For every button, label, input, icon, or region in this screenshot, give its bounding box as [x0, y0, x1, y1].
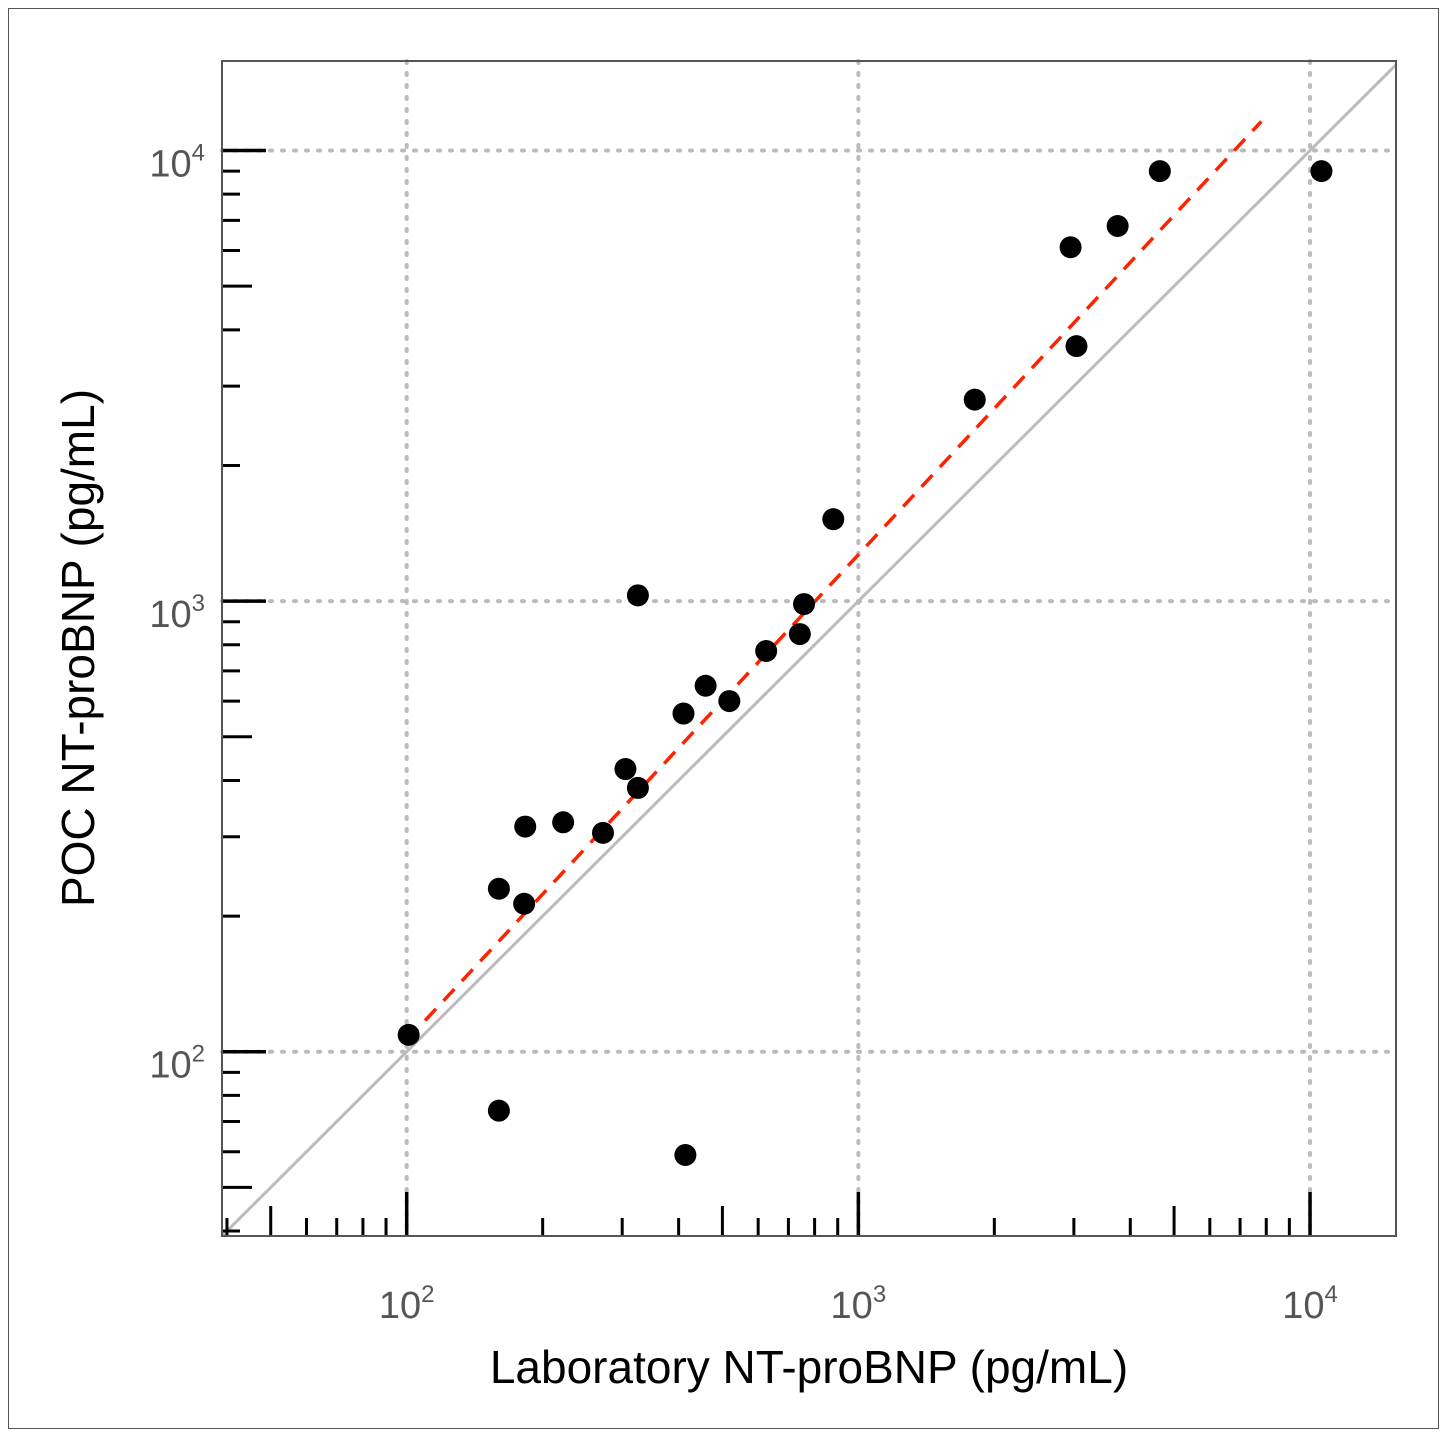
- x-axis-title: Laboratory NT-proBNP (pg/mL): [490, 1341, 1128, 1393]
- data-point: [755, 640, 778, 663]
- data-point: [1106, 214, 1129, 237]
- data-point: [822, 508, 845, 531]
- data-point: [1065, 335, 1088, 358]
- data-point: [674, 1143, 697, 1166]
- regression-line: [405, 120, 1263, 1042]
- data-points: [397, 160, 1333, 1166]
- data-point: [1059, 236, 1082, 259]
- x-tick-label: 103: [831, 1281, 887, 1327]
- data-point: [788, 623, 811, 646]
- data-point: [1148, 160, 1171, 183]
- y-tick-label: 104: [149, 140, 205, 186]
- data-point: [552, 811, 575, 834]
- data-point: [626, 776, 649, 799]
- y-tick-label: 102: [149, 1041, 205, 1087]
- data-point: [626, 584, 649, 607]
- y-tick-label: 103: [149, 590, 205, 636]
- y-axis-title: POC NT-proBNP (pg/mL): [52, 389, 104, 907]
- data-point: [397, 1023, 420, 1046]
- tick-labels: 102 102 103 103 104 104: [149, 140, 1337, 1327]
- identity-line: [220, 63, 1398, 1238]
- data-point: [694, 674, 717, 697]
- data-point: [718, 690, 741, 713]
- data-point: [793, 593, 816, 616]
- data-point: [487, 877, 510, 900]
- data-point: [514, 815, 537, 838]
- figure-frame: [8, 8, 1439, 1429]
- plot-area-border: [221, 60, 1397, 1237]
- data-point: [614, 758, 637, 781]
- x-tick-label: 104: [1282, 1281, 1338, 1327]
- data-point: [487, 1099, 510, 1122]
- data-point: [963, 388, 986, 411]
- x-tick-label: 102: [379, 1281, 435, 1327]
- data-point: [1310, 160, 1333, 183]
- data-point: [672, 702, 695, 725]
- reference-lines: [220, 63, 1398, 1238]
- data-point: [591, 821, 614, 844]
- data-point: [513, 892, 536, 915]
- axis-ticks: [222, 148, 1312, 1236]
